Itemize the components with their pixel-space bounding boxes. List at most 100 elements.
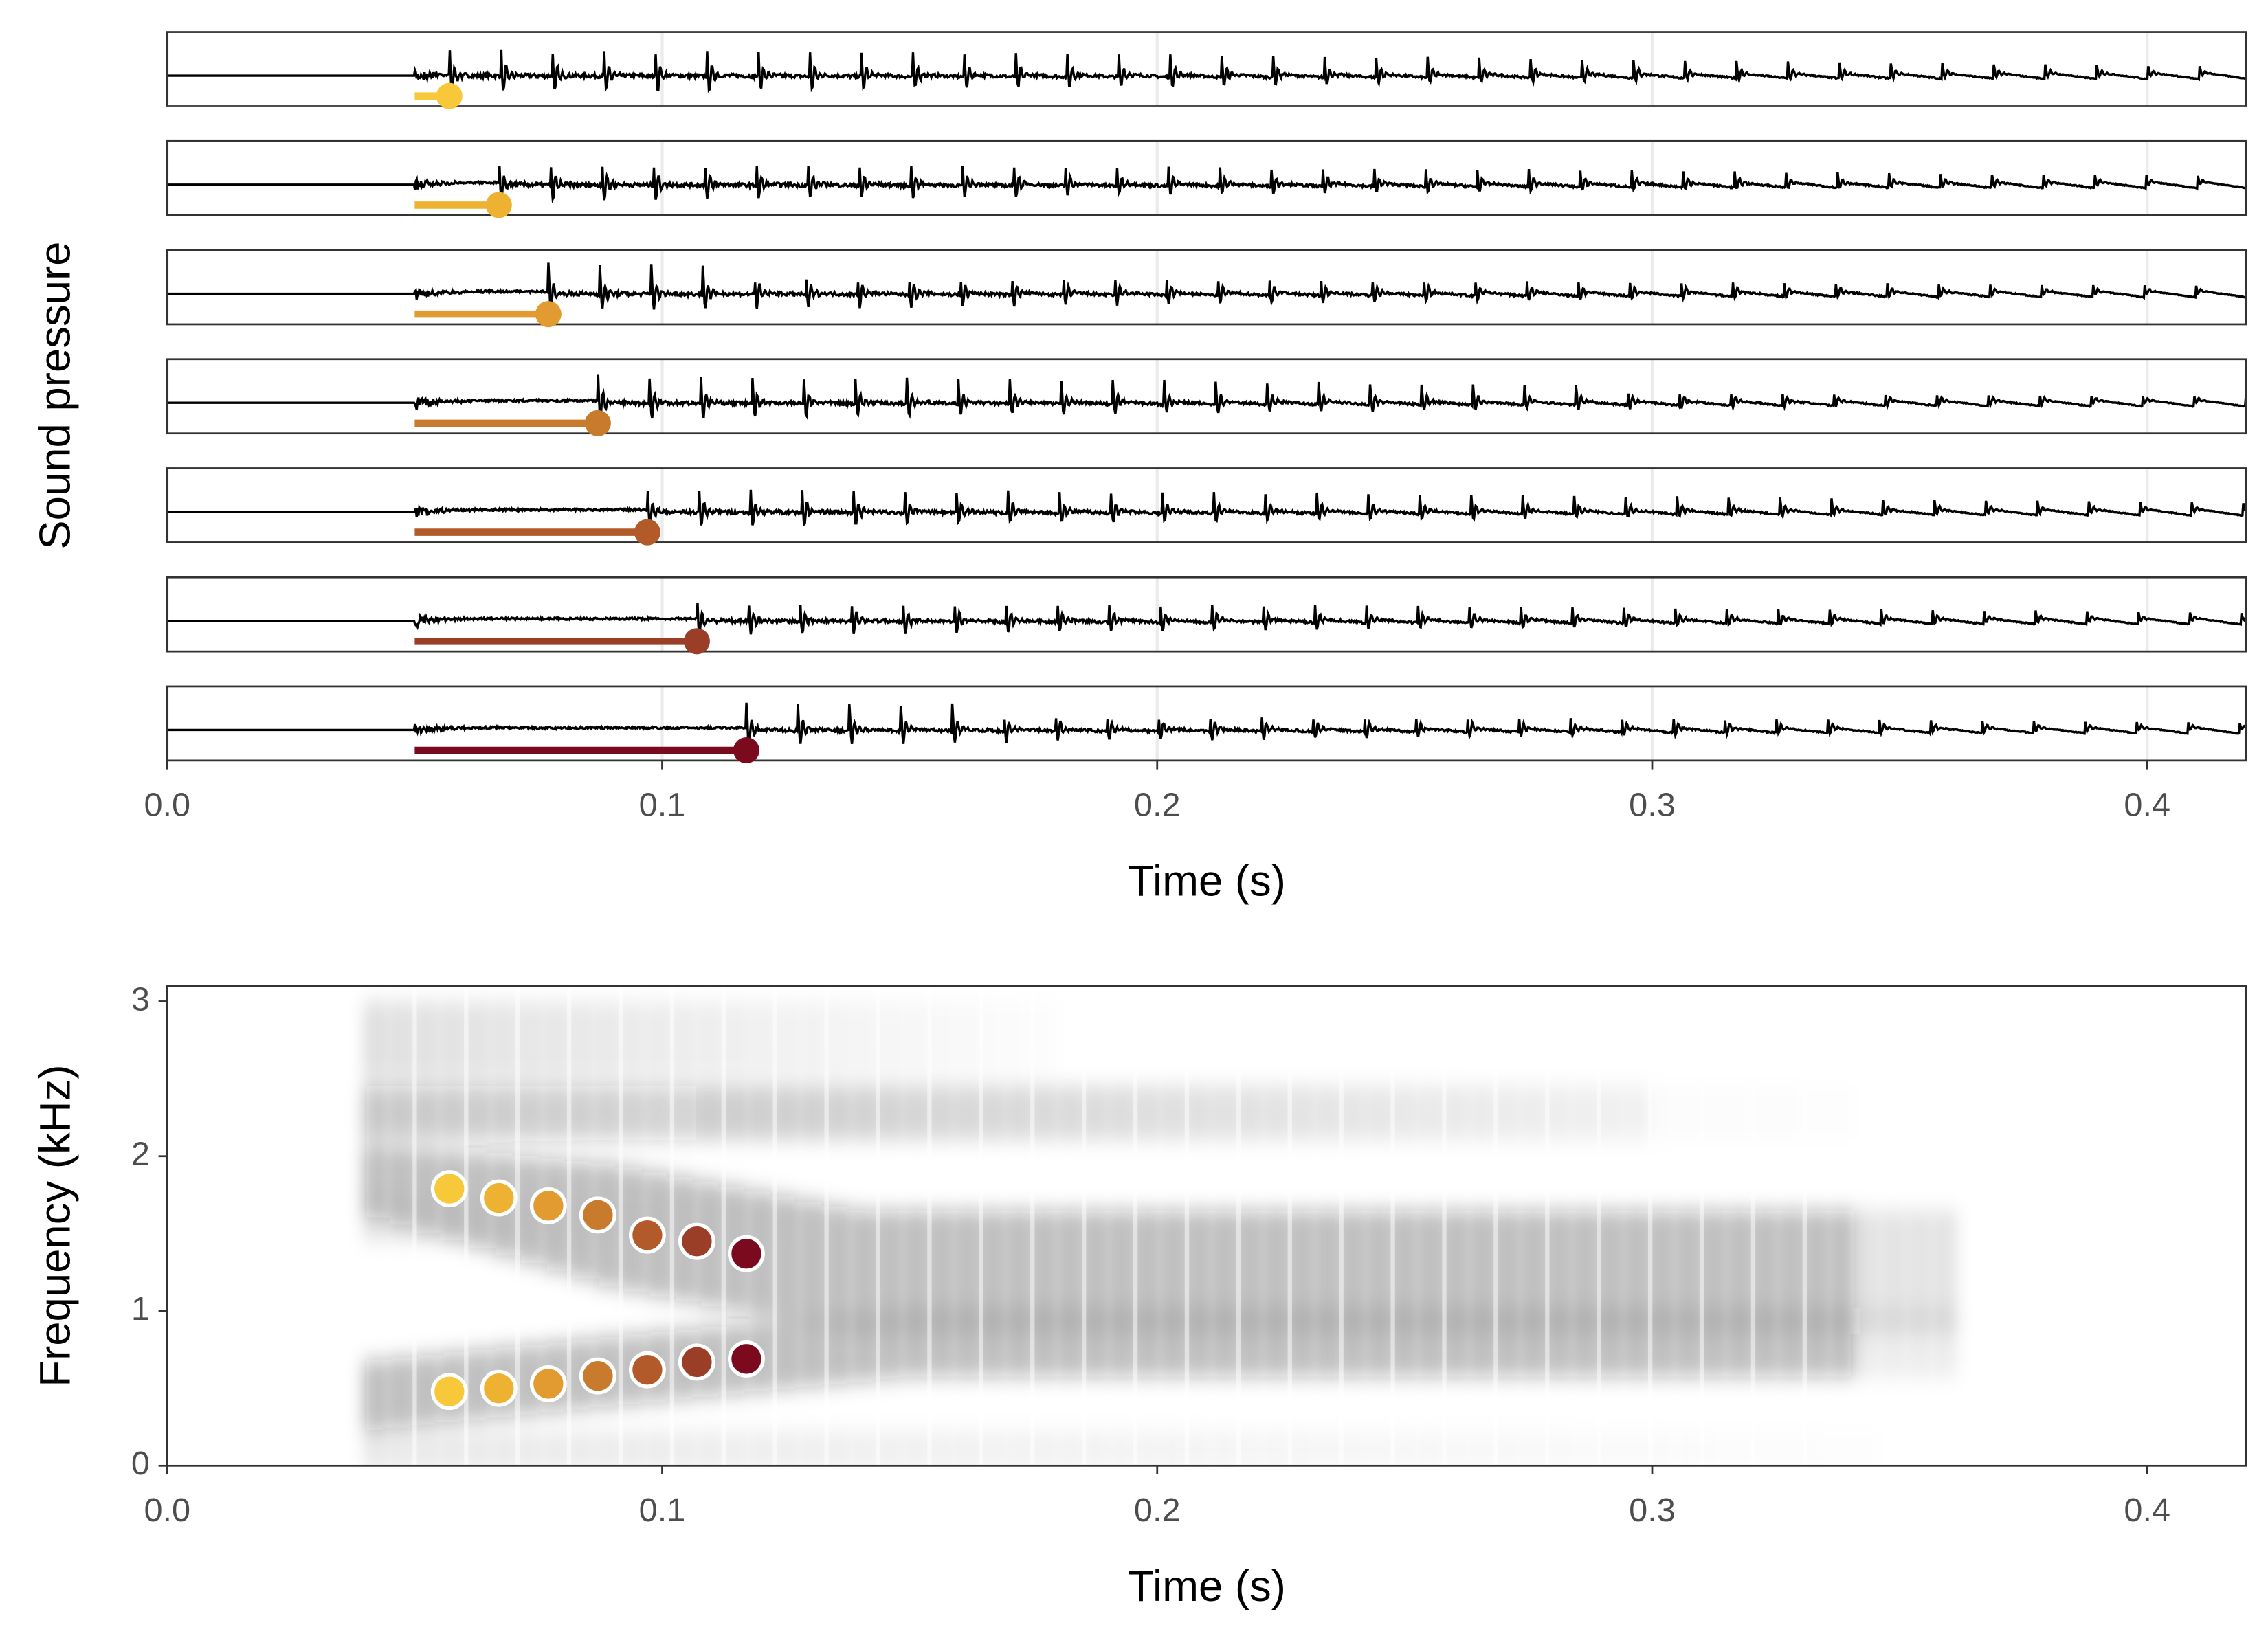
y-tick-label: 2 (131, 1136, 150, 1173)
energy-cell (1632, 1210, 1641, 1334)
x-tick-label: 0.2 (1134, 1492, 1181, 1529)
energy-cell (577, 1001, 586, 1079)
energy-cell (1220, 1431, 1230, 1466)
energy-cell (1658, 1431, 1667, 1466)
formant-point (678, 1222, 715, 1260)
energy-cell (422, 1001, 432, 1079)
energy-cell (885, 1210, 895, 1334)
energy-cell (1168, 1307, 1178, 1377)
energy-cell (525, 1345, 534, 1415)
energy-cell (782, 1319, 792, 1389)
energy-cell (962, 1431, 972, 1466)
energy-cell (1400, 1431, 1410, 1466)
energy-cell (499, 1431, 509, 1466)
energy-cell (1065, 1431, 1075, 1466)
energy-cell (370, 1360, 380, 1431)
formant-point (628, 1216, 666, 1254)
waveform (167, 702, 2247, 745)
energy-cell (1014, 1210, 1023, 1334)
onset-dot (733, 737, 759, 764)
energy-cell (396, 1086, 405, 1141)
energy-cell (1683, 1307, 1693, 1377)
y-tick-label: 3 (131, 980, 150, 1018)
y-axis-title: Frequency (kHz) (31, 1065, 79, 1387)
energy-cell (1117, 1210, 1126, 1334)
energy-cell (1735, 1086, 1744, 1140)
energy-cell (370, 1431, 380, 1466)
formant-point (727, 1235, 765, 1272)
energy-cell (1580, 1431, 1590, 1466)
energy-cell (860, 1210, 869, 1334)
energy-cell (1194, 1307, 1203, 1377)
energy-cell (1220, 1086, 1230, 1141)
energy-cell (808, 1316, 817, 1387)
waveform (167, 166, 2246, 204)
energy-cell (1632, 1086, 1641, 1141)
energy-cell (860, 1086, 869, 1141)
energy-cell (1477, 1086, 1487, 1141)
formant-point (678, 1343, 715, 1381)
x-tick-label: 0.1 (639, 786, 686, 823)
energy-cell (474, 1001, 482, 1079)
energy-cell (782, 1431, 792, 1466)
energy-cell (808, 1001, 817, 1079)
energy-cell (1142, 1307, 1152, 1377)
energy-cell (1323, 1086, 1332, 1141)
energy-cell (1040, 1431, 1049, 1466)
energy-cell (1812, 1431, 1821, 1470)
energy-cell (1091, 1086, 1100, 1141)
onset-dot (485, 192, 512, 218)
energy-cell (1375, 1431, 1383, 1466)
energy-cell (885, 1086, 895, 1141)
energy-cell (1528, 1431, 1538, 1466)
energy-cell (1709, 1086, 1718, 1141)
energy-cell (1348, 1307, 1358, 1377)
energy-cell (937, 1431, 946, 1466)
energy-cell (911, 1431, 920, 1466)
energy-cell (1014, 1307, 1023, 1377)
energy-cell (988, 1307, 997, 1377)
energy-cell (679, 1431, 689, 1466)
panel-frame (166, 139, 2247, 216)
energy-cell (1915, 1307, 1924, 1377)
y-axis-title: Sound pressure (31, 242, 79, 550)
energy-cell (422, 1086, 432, 1141)
energy-cell (1606, 1307, 1615, 1377)
energy-cell (1117, 1307, 1126, 1377)
energy-cell (1709, 1210, 1718, 1334)
energy-cell (1348, 1431, 1358, 1466)
energy-cell (396, 1195, 405, 1242)
energy-cell (1375, 1086, 1383, 1141)
energy-cell (1220, 1210, 1230, 1334)
energy-cell (1812, 1210, 1821, 1334)
energy-cell (1323, 1307, 1332, 1377)
energy-cell (525, 1086, 534, 1141)
energy-cell (1838, 1210, 1847, 1334)
energy-cell (1271, 1431, 1280, 1466)
energy-cell (1555, 1210, 1564, 1334)
energy-cell (834, 1314, 843, 1384)
energy-cell (1065, 1086, 1075, 1141)
energy-cell (1091, 1307, 1100, 1377)
energy-cell (1812, 1086, 1821, 1140)
energy-cell (911, 1210, 920, 1334)
energy-cell (757, 1086, 766, 1141)
energy-cell (1735, 1210, 1744, 1334)
energy-cell (525, 1001, 534, 1079)
panel (166, 576, 2247, 655)
energy-cell (1168, 1431, 1178, 1466)
energy-cell (885, 1431, 895, 1466)
energy-cell (1555, 1086, 1564, 1141)
energy-cell (1168, 1086, 1178, 1141)
energy-cell (988, 1086, 997, 1141)
energy-cell (808, 1431, 817, 1466)
energy-cell (1528, 1307, 1538, 1377)
energy-cell (654, 1086, 663, 1141)
energy-cell (654, 1431, 663, 1466)
energy-cell (474, 1349, 482, 1420)
energy-cell (1658, 1086, 1667, 1141)
panel-frame (166, 467, 2247, 543)
energy-cell (422, 1431, 432, 1466)
energy-cell (1040, 1001, 1049, 1079)
